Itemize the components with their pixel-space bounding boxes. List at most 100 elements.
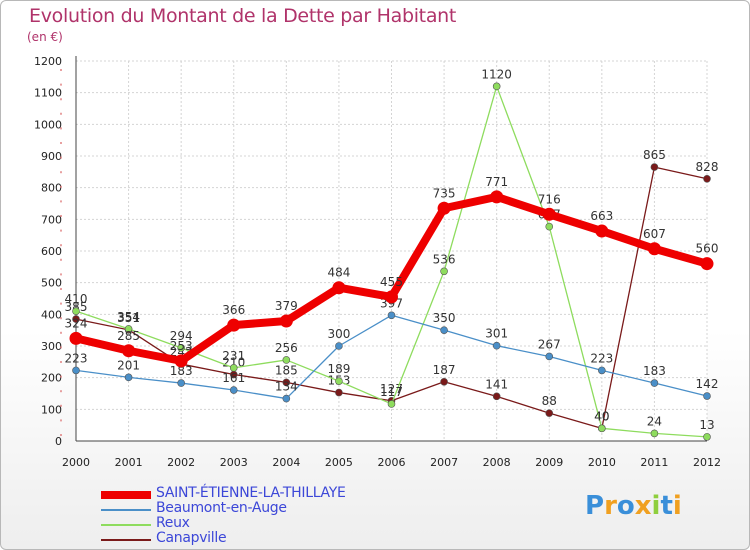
y-tick-label: 400	[41, 308, 62, 321]
data-point	[282, 394, 291, 403]
y-tick-label: 0	[55, 435, 62, 448]
data-label: 663	[590, 209, 613, 223]
data-point	[542, 207, 556, 221]
data-point	[124, 325, 133, 333]
data-label: 366	[222, 303, 245, 317]
data-label: 223	[590, 351, 613, 365]
data-point	[174, 354, 188, 368]
data-point	[598, 366, 606, 375]
x-tick-label: 2011	[640, 456, 668, 469]
data-label: 267	[538, 337, 561, 351]
data-point	[72, 315, 80, 323]
data-point	[279, 314, 293, 328]
y-tick-label: 1000	[34, 118, 62, 131]
data-label: 142	[696, 377, 719, 391]
data-label: 117	[380, 385, 403, 399]
data-point	[387, 311, 396, 320]
data-label: 40	[594, 409, 609, 423]
data-point	[387, 400, 396, 408]
data-label: 13	[699, 418, 714, 432]
x-tick-label: 2006	[378, 456, 406, 469]
data-label: 354	[117, 310, 140, 324]
y-tick-label: 700	[41, 213, 62, 226]
proxiti-logo: Proxiti	[585, 491, 682, 521]
data-label: 828	[696, 160, 719, 174]
data-label: 223	[65, 351, 88, 365]
data-label: 379	[275, 299, 298, 313]
logo-letter: r	[604, 491, 617, 521]
x-tick-label: 2012	[693, 456, 721, 469]
data-label: 536	[433, 252, 456, 266]
legend-label: Reux	[156, 515, 190, 531]
data-point	[69, 331, 83, 345]
legend-swatch	[101, 524, 151, 526]
data-point	[650, 163, 659, 171]
x-tick-label: 2000	[62, 456, 90, 469]
data-point	[282, 356, 291, 364]
data-label: 865	[643, 148, 666, 162]
chart-unit: (en €)	[27, 30, 63, 44]
y-tick-label: 600	[41, 245, 62, 258]
y-tick-label: 300	[41, 340, 62, 353]
data-point	[335, 388, 343, 397]
x-tick-label: 2005	[325, 456, 353, 469]
data-label: 256	[275, 341, 298, 355]
data-point	[335, 377, 343, 385]
data-label: 735	[433, 186, 456, 200]
data-label: 484	[327, 266, 350, 280]
data-label: 350	[433, 311, 456, 325]
data-point	[385, 290, 398, 304]
data-label: 183	[643, 364, 666, 378]
y-tick-label: 100	[41, 403, 62, 416]
data-point	[335, 342, 343, 350]
logo-letter: i	[672, 491, 682, 521]
data-label: 189	[327, 362, 350, 376]
data-label: 201	[117, 358, 140, 372]
logo-letter: P	[585, 491, 605, 521]
data-point	[440, 267, 448, 276]
data-point	[177, 344, 185, 352]
legend-label: Beaumont-en-Auge	[156, 500, 287, 516]
data-point	[282, 378, 291, 387]
data-point	[122, 344, 136, 358]
data-label: 300	[327, 327, 350, 341]
logo-letter: i	[651, 491, 661, 521]
data-label: 410	[65, 292, 88, 306]
data-point	[647, 242, 661, 256]
x-tick-label: 2004	[272, 456, 300, 469]
y-tick-label: 500	[41, 277, 62, 290]
data-label: 231	[222, 349, 245, 363]
data-label: 351	[117, 311, 140, 325]
data-point	[598, 424, 606, 433]
data-label: 294	[170, 329, 193, 343]
y-tick-label: 1200	[34, 55, 62, 68]
logo-letter: o	[616, 491, 635, 521]
data-label: 127	[380, 382, 403, 396]
data-point	[490, 190, 504, 204]
data-point	[650, 379, 659, 387]
y-tick-label: 800	[41, 182, 62, 195]
x-tick-label: 2001	[115, 456, 143, 469]
data-point	[650, 429, 659, 438]
data-point	[595, 224, 609, 238]
logo-letter: t	[660, 491, 673, 521]
data-label: 183	[170, 364, 193, 378]
x-tick-label: 2007	[430, 456, 458, 469]
data-point	[545, 222, 554, 231]
legend-swatch	[101, 491, 151, 499]
data-point	[437, 201, 451, 215]
data-point	[492, 341, 501, 350]
data-point	[545, 409, 554, 417]
data-point	[332, 281, 346, 295]
chart-title: Evolution du Montant de la Dette par Hab…	[29, 5, 457, 27]
x-tick-label: 2003	[220, 456, 248, 469]
x-tick-label: 2010	[588, 456, 616, 469]
data-point	[177, 379, 185, 387]
y-tick-label: 900	[41, 150, 62, 163]
data-label: 141	[485, 377, 508, 391]
data-label: 134	[275, 380, 298, 394]
data-point	[545, 352, 554, 361]
x-tick-label: 2009	[535, 456, 563, 469]
legend-label: Canapville	[156, 530, 227, 546]
